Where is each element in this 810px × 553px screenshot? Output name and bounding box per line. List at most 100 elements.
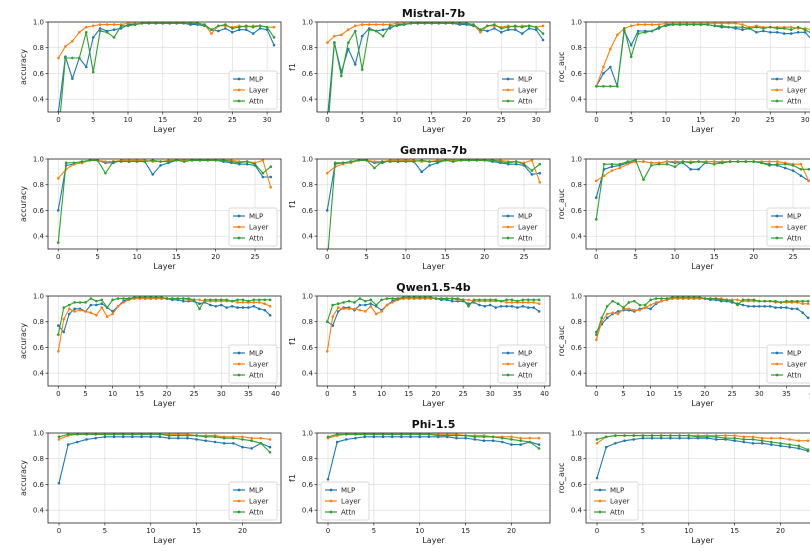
- legend-marker: [506, 373, 510, 377]
- data-point: [801, 311, 805, 315]
- data-point: [112, 160, 115, 163]
- legend-marker: [329, 510, 333, 514]
- y-tick-label: 0.4: [571, 507, 583, 515]
- series-attn: [326, 296, 541, 324]
- data-point: [605, 316, 609, 320]
- series-attn: [595, 23, 810, 88]
- series-attn: [328, 22, 545, 112]
- data-point: [171, 297, 174, 300]
- data-point: [181, 297, 185, 300]
- data-point: [627, 301, 631, 304]
- data-point: [530, 173, 534, 176]
- data-point: [423, 22, 427, 25]
- data-point: [629, 24, 633, 28]
- data-point: [622, 306, 625, 309]
- series-line-mlp: [326, 159, 540, 211]
- data-point: [609, 65, 612, 69]
- data-point: [664, 24, 668, 28]
- data-point: [779, 306, 783, 309]
- data-point: [801, 302, 805, 306]
- series-line-layer: [57, 298, 271, 352]
- data-point: [400, 433, 403, 436]
- data-point: [479, 28, 482, 32]
- data-point: [654, 301, 658, 304]
- y-axis-label: f1: [288, 200, 297, 208]
- data-point: [195, 434, 198, 437]
- data-point: [168, 22, 172, 25]
- data-point: [268, 298, 272, 302]
- y-tick-label: 0.8: [302, 318, 313, 326]
- data-point: [779, 301, 783, 304]
- x-tick-label: 10: [146, 527, 155, 535]
- x-tick-label: 20: [193, 116, 202, 124]
- y-tick-label: 1.0: [302, 19, 313, 27]
- data-point: [67, 312, 71, 316]
- legend-label: MLP: [341, 487, 355, 495]
- data-point: [326, 477, 330, 481]
- x-tick-label: 30: [263, 116, 272, 124]
- data-point: [56, 176, 60, 180]
- data-point: [331, 303, 335, 307]
- x-tick-label: 35: [513, 390, 522, 398]
- data-point: [440, 297, 443, 300]
- data-point: [741, 25, 744, 29]
- data-point: [733, 434, 736, 437]
- x-tick-label: 5: [95, 253, 99, 261]
- data-point: [491, 159, 494, 162]
- data-point: [105, 306, 109, 309]
- data-point: [697, 160, 700, 163]
- data-point: [196, 22, 199, 25]
- data-point: [437, 22, 441, 25]
- x-tick-label: 25: [459, 390, 468, 398]
- legend-marker: [506, 214, 510, 218]
- legend-marker: [237, 88, 241, 92]
- legend-label: Layer: [249, 361, 269, 369]
- data-point: [445, 297, 449, 300]
- data-point: [341, 161, 345, 165]
- data-point: [402, 296, 405, 299]
- x-tick-label: 15: [441, 253, 450, 261]
- data-point: [516, 299, 519, 303]
- data-point: [614, 441, 617, 445]
- data-point: [768, 304, 772, 308]
- data-point: [390, 433, 394, 436]
- data-point: [797, 444, 801, 448]
- data-point: [769, 440, 773, 444]
- data-point: [472, 298, 476, 302]
- data-point: [57, 324, 60, 327]
- legend-label: Attn: [249, 509, 264, 517]
- x-tick-label: 15: [135, 390, 144, 398]
- data-point: [119, 24, 123, 28]
- data-point: [57, 435, 61, 439]
- x-tick-label: 5: [103, 527, 107, 535]
- data-point: [231, 30, 234, 34]
- data-point: [165, 297, 169, 300]
- data-point: [618, 162, 622, 166]
- data-point: [381, 433, 385, 436]
- legend-label: Layer: [787, 87, 807, 95]
- legend-label: Layer: [341, 498, 361, 506]
- data-point: [742, 440, 746, 444]
- y-tick-label: 0.6: [33, 481, 45, 489]
- x-tick-label: 20: [431, 390, 440, 398]
- data-point: [57, 438, 61, 441]
- data-point: [73, 307, 76, 311]
- series-mlp: [326, 435, 541, 481]
- data-point: [451, 22, 454, 25]
- data-point: [225, 298, 228, 302]
- data-point: [219, 303, 223, 307]
- data-point: [253, 162, 257, 166]
- y-tick-label: 0.4: [571, 370, 583, 378]
- data-point: [602, 65, 605, 69]
- y-axis-label: accuracy: [19, 460, 28, 496]
- x-tick-label: 5: [352, 390, 356, 398]
- data-point: [610, 165, 614, 169]
- data-point: [412, 296, 416, 299]
- x-axis-label: Layer: [691, 536, 714, 545]
- panel-qwen1-5-4b-roc-auc: 05101520253035400.40.60.81.0Layerroc_auc…: [557, 293, 810, 408]
- data-point: [519, 436, 522, 440]
- x-tick-label: 20: [462, 116, 471, 124]
- legend-marker: [775, 99, 779, 103]
- data-point: [806, 448, 810, 452]
- data-point: [402, 23, 406, 26]
